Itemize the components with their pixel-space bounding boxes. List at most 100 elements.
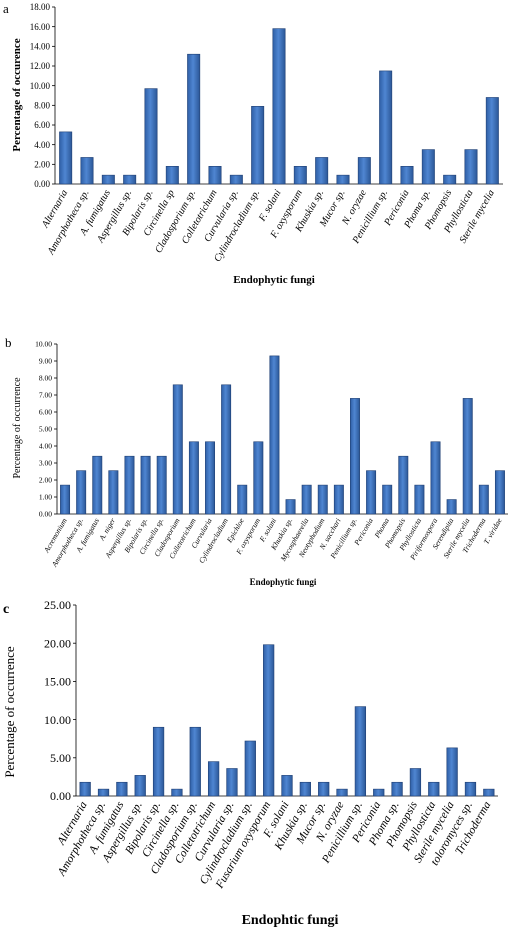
bar [391, 781, 403, 797]
bar [59, 131, 73, 185]
bar [462, 398, 473, 515]
bar [156, 455, 167, 515]
y-tick-label: 1.00 [39, 493, 52, 502]
bar [140, 455, 151, 515]
bar [400, 166, 414, 185]
bar [299, 781, 311, 797]
bar [97, 788, 110, 797]
bar [281, 775, 293, 797]
bar [336, 174, 350, 185]
bar [421, 149, 435, 185]
bar [446, 747, 458, 797]
panel-b-y-axis-label: Percentage of occurrence [12, 377, 23, 479]
y-tick-label: 8.00 [39, 374, 52, 383]
panel-b-y-ticks: 0.00 1.00 2.00 3.00 4.00 5.00 6.00 7.00 8.00 9.00… [35, 340, 57, 519]
bar [414, 484, 425, 515]
panel-a-letter: a [3, 1, 9, 16]
y-tick-label: 3.00 [39, 459, 52, 468]
panel-b: b 0.00 1.00 2.00 3.00 4.00 5.00 6.00 7.00 8.00 9.… [5, 335, 508, 587]
bar [244, 740, 256, 797]
panel-b-letter: b [5, 335, 12, 350]
bar [315, 157, 329, 185]
bar [76, 470, 87, 515]
bar [144, 88, 158, 185]
bar [443, 174, 457, 185]
bar [357, 157, 371, 185]
y-tick-label: 4.00 [34, 140, 50, 150]
bar [79, 781, 91, 797]
bar [92, 455, 103, 515]
bar [483, 788, 495, 797]
y-tick-label: 4.00 [39, 442, 52, 451]
bar [301, 484, 312, 515]
y-tick-label: 6.00 [39, 408, 52, 417]
bar [428, 781, 440, 797]
panel-b-x-axis-label: Endophytic fungi [250, 577, 317, 587]
panel-a-bars [54, 7, 503, 185]
bar [101, 174, 115, 185]
bar [207, 761, 220, 797]
y-tick-label: 16.00 [30, 22, 51, 32]
bar [366, 470, 377, 515]
bar [208, 166, 222, 185]
y-tick-label: 6.00 [34, 120, 50, 130]
bar [446, 499, 457, 515]
bar [272, 28, 286, 185]
panel-c-y-ticks: 0.00 5.00 10.00 15.00 20.00 25.00 [44, 598, 76, 803]
panel-a: a 0.00 2.00 4.00 6.00 8.00 10.00 12.00 14.00 16.… [3, 1, 503, 286]
y-tick-label: 10.00 [30, 81, 51, 91]
panel-c-x-axis-label: Endophtic fungi [242, 913, 339, 928]
panel-b-bars [56, 344, 508, 515]
bar [189, 726, 201, 797]
bar [152, 726, 165, 797]
bar [382, 484, 393, 515]
bar [318, 781, 330, 797]
bar [430, 441, 441, 515]
bar [188, 441, 199, 515]
bar [108, 470, 119, 515]
panel-c: c 0.00 5.00 10.00 15.00 20.00 25.00 Alternari… [2, 598, 498, 928]
bar [221, 384, 232, 515]
y-tick-label: 18.00 [30, 2, 51, 12]
bar [269, 355, 280, 515]
panel-c-letter: c [3, 602, 9, 617]
bar [317, 484, 328, 515]
y-tick-label: 15.00 [44, 675, 71, 689]
bar [373, 788, 385, 797]
bar [116, 781, 128, 797]
bar [205, 441, 215, 515]
y-tick-label: 5.00 [39, 425, 52, 434]
bar [350, 398, 360, 515]
bar [251, 106, 265, 185]
y-tick-label: 8.00 [34, 100, 50, 110]
y-tick-label: 14.00 [30, 41, 51, 51]
bar [172, 384, 183, 515]
bar [134, 775, 146, 797]
y-tick-label: 9.00 [39, 357, 52, 366]
bar [187, 53, 201, 185]
bar [336, 788, 348, 797]
bar [263, 644, 275, 797]
y-tick-label: 2.00 [39, 476, 52, 485]
bar [80, 157, 94, 185]
panel-a-y-ticks: 0.00 2.00 4.00 6.00 8.00 10.00 12.00 14.00 16.00… [30, 2, 55, 189]
bar [478, 484, 489, 515]
bar [485, 97, 499, 185]
bar [354, 706, 367, 797]
bar [60, 484, 71, 515]
bar [124, 455, 135, 515]
y-tick-label: 5.00 [50, 751, 71, 765]
bar [123, 174, 137, 185]
y-tick-label: 7.00 [39, 391, 52, 400]
panel-c-y-axis-label: Percentage of occurrence [2, 646, 17, 778]
y-tick-label: 25.00 [44, 598, 71, 612]
panel-a-y-axis-label: Percentage of occurence [11, 38, 23, 151]
bar [398, 455, 409, 515]
bar [165, 166, 179, 185]
y-tick-label: 0.00 [39, 510, 52, 519]
bar [229, 174, 243, 185]
y-tick-label: 10.00 [35, 340, 52, 349]
